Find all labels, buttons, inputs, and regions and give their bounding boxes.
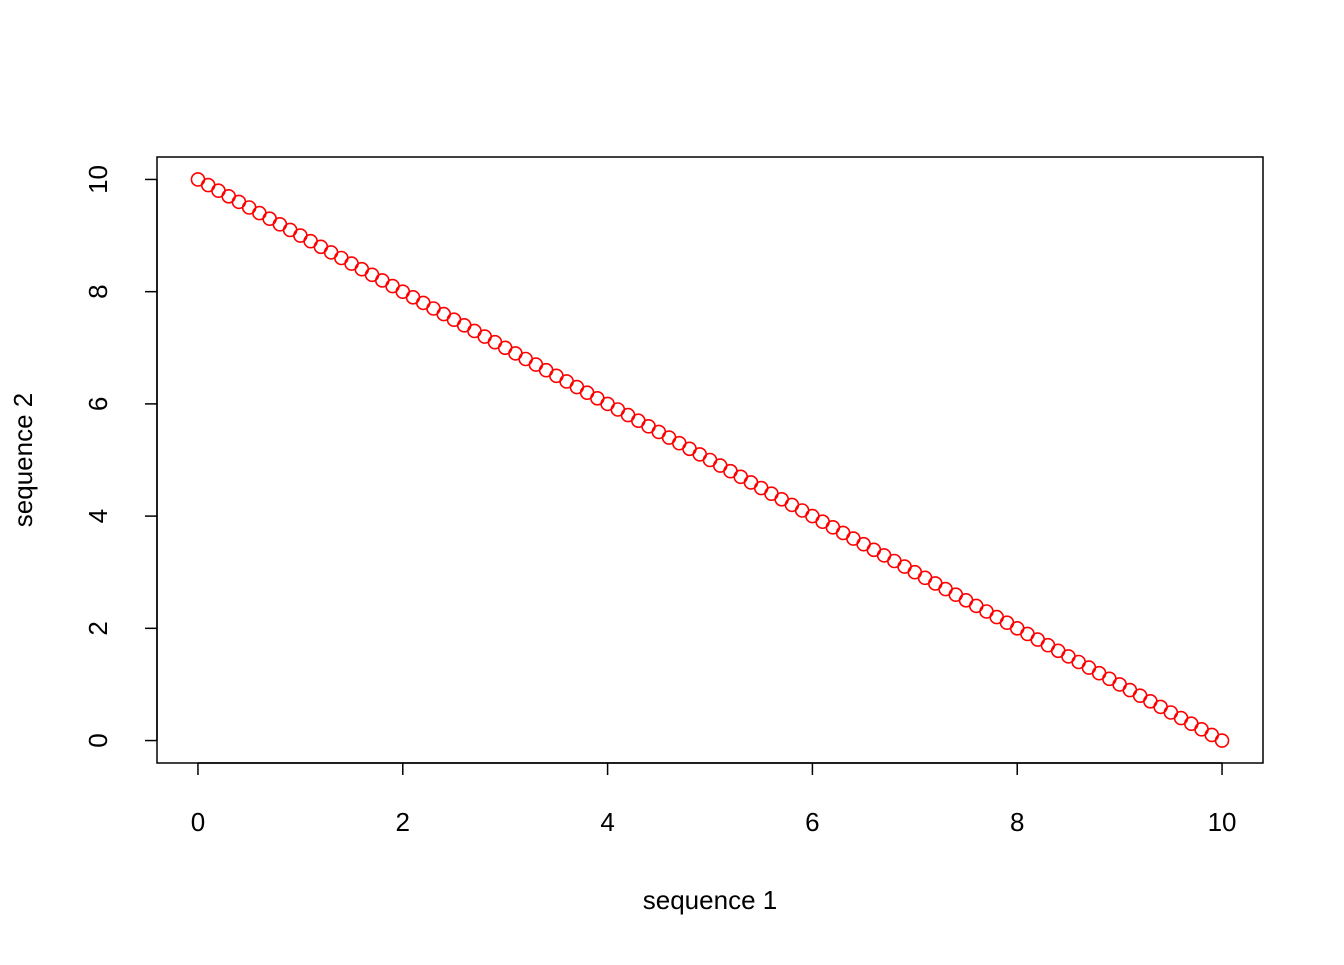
x-tick-label: 10: [1208, 807, 1237, 837]
y-tick-label: 4: [83, 509, 113, 523]
point: [1214, 733, 1230, 748]
y-tick-label: 10: [83, 165, 113, 194]
x-tick-label: 0: [191, 807, 205, 837]
x-tick-label: 6: [805, 807, 819, 837]
y-tick-label: 6: [83, 397, 113, 411]
x-tick-label: 2: [396, 807, 410, 837]
y-tick-label: 0: [83, 733, 113, 747]
y-axis-label: sequence 2: [8, 393, 38, 527]
y-tick-label: 8: [83, 284, 113, 298]
x-tick-label: 4: [600, 807, 614, 837]
y-tick-label: 2: [83, 621, 113, 635]
x-tick-label: 8: [1010, 807, 1024, 837]
x-axis-label: sequence 1: [643, 885, 777, 915]
